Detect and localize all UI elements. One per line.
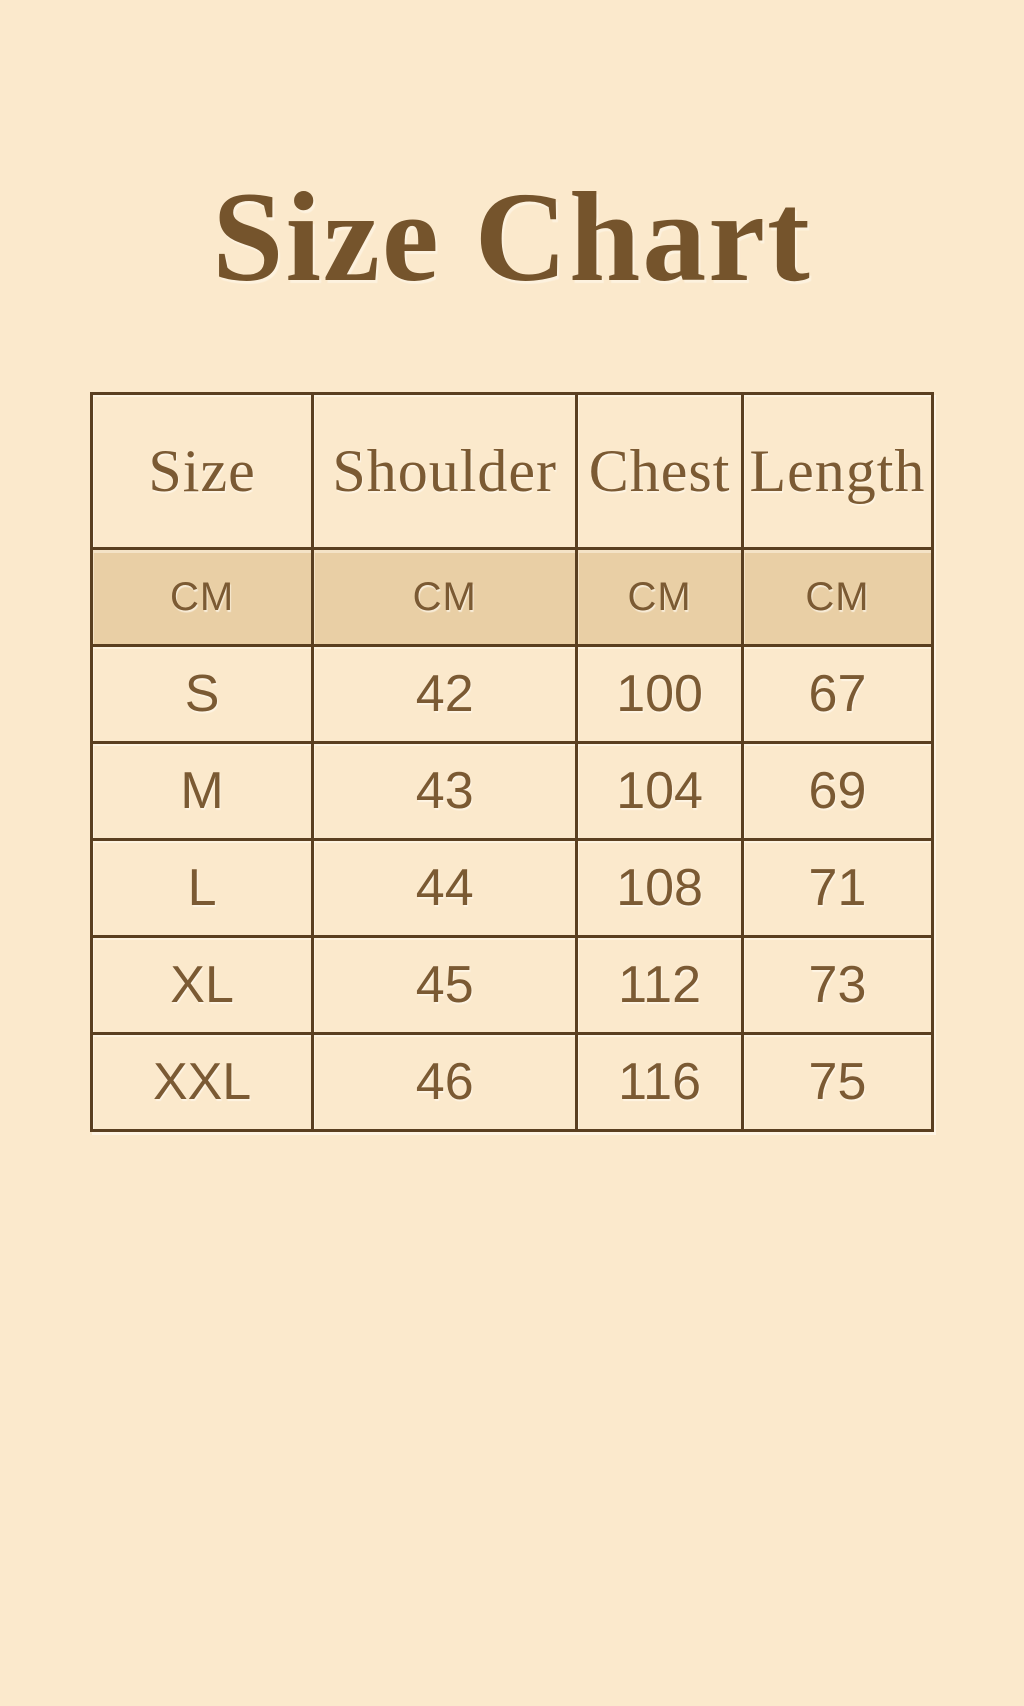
table-row-m: M 43 104 69	[89, 741, 935, 842]
table-row-l: L 44 108 71	[89, 838, 935, 939]
unit-cell: CM	[89, 547, 315, 648]
chest-value-cell: 104	[575, 741, 744, 842]
shoulder-value-cell: 44	[311, 838, 579, 939]
units-row: CM CM CM CM	[89, 547, 935, 648]
size-label-cell: XL	[89, 935, 315, 1036]
unit-cell: CM	[575, 547, 744, 648]
page-title: Size Chart	[212, 166, 812, 308]
unit-cell: CM	[311, 547, 579, 648]
column-header-shoulder: Shoulder	[311, 392, 579, 551]
size-label-cell: S	[89, 644, 315, 745]
length-value-cell: 73	[740, 935, 935, 1036]
length-value-cell: 69	[740, 741, 935, 842]
table-row-xxl: XXL 46 116 75	[89, 1032, 935, 1133]
chest-value-cell: 116	[575, 1032, 744, 1133]
chest-value-cell: 112	[575, 935, 744, 1036]
column-header-length: Length	[740, 392, 935, 551]
size-chart-table: Size Shoulder Chest Length CM CM CM CM S…	[89, 392, 935, 1133]
length-value-cell: 67	[740, 644, 935, 745]
size-label-cell: L	[89, 838, 315, 939]
unit-cell: CM	[740, 547, 935, 648]
size-label-cell: XXL	[89, 1032, 315, 1133]
column-header-chest: Chest	[575, 392, 744, 551]
table-row-s: S 42 100 67	[89, 644, 935, 745]
chest-value-cell: 100	[575, 644, 744, 745]
chest-value-cell: 108	[575, 838, 744, 939]
shoulder-value-cell: 46	[311, 1032, 579, 1133]
column-header-size: Size	[89, 392, 315, 551]
table-row-xl: XL 45 112 73	[89, 935, 935, 1036]
header-row: Size Shoulder Chest Length	[89, 392, 935, 551]
size-label-cell: M	[89, 741, 315, 842]
shoulder-value-cell: 42	[311, 644, 579, 745]
shoulder-value-cell: 43	[311, 741, 579, 842]
shoulder-value-cell: 45	[311, 935, 579, 1036]
length-value-cell: 75	[740, 1032, 935, 1133]
length-value-cell: 71	[740, 838, 935, 939]
